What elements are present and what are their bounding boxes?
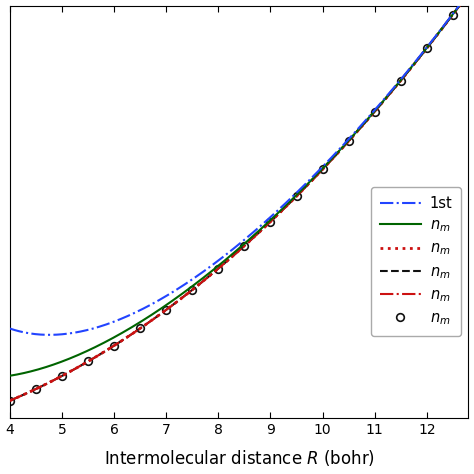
Legend: 1st, $n_m$, $n_m$, $n_m$, $n_m$, $n_m$: 1st, $n_m$, $n_m$, $n_m$, $n_m$, $n_m$ [371, 187, 461, 336]
X-axis label: Intermolecular distance $R$ (bohr): Intermolecular distance $R$ (bohr) [104, 448, 375, 468]
